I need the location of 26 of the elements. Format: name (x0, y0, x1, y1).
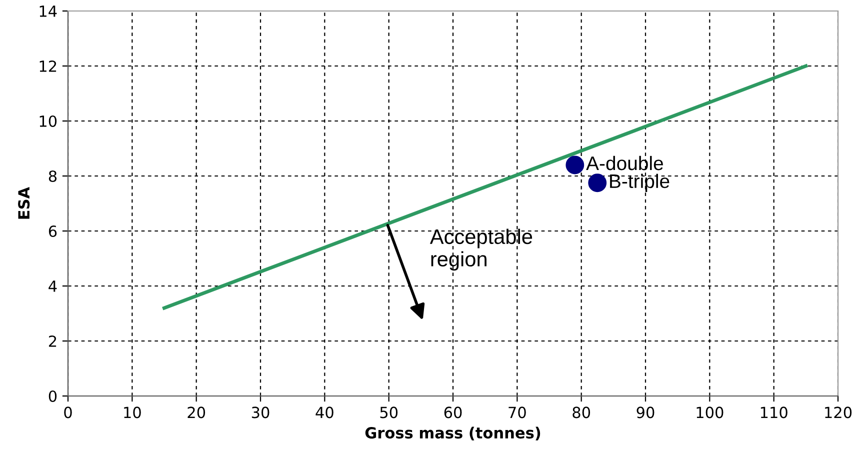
x-tick-label: 70 (508, 406, 526, 418)
x-tick-label: 30 (252, 406, 270, 418)
y-tick-label: 12 (40, 60, 56, 72)
x-axis-title: Gross mass (tonnes) (365, 426, 540, 440)
y-tick-label: 2 (48, 335, 56, 347)
y-tick-label: 14 (40, 6, 57, 17)
y-tick-label: 8 (48, 170, 57, 182)
x-tick-label: 20 (188, 406, 206, 418)
x-tick-label: 40 (316, 406, 334, 418)
x-tick-label: 90 (636, 406, 654, 418)
y-tick-label: 6 (48, 225, 57, 238)
x-tick-label: 10 (124, 406, 141, 418)
series-label: A-double (586, 156, 663, 170)
x-tick-label: 50 (380, 406, 398, 418)
x-tick-label: 0 (64, 406, 72, 418)
x-tick-label: 100 (696, 406, 724, 418)
x-tick-label: 120 (825, 406, 852, 418)
y-tick-label: 0 (48, 390, 57, 402)
y-tick-label: 10 (40, 115, 57, 128)
series-label: B-triple (610, 174, 670, 192)
annotation: Acceptable region (430, 228, 532, 271)
y-tick-label: 4 (48, 280, 57, 292)
x-tick-label: 80 (572, 406, 590, 418)
x-tick-label: 110 (760, 406, 788, 418)
y-axis-title: ESA (18, 186, 30, 219)
x-tick-label: 60 (444, 406, 462, 418)
